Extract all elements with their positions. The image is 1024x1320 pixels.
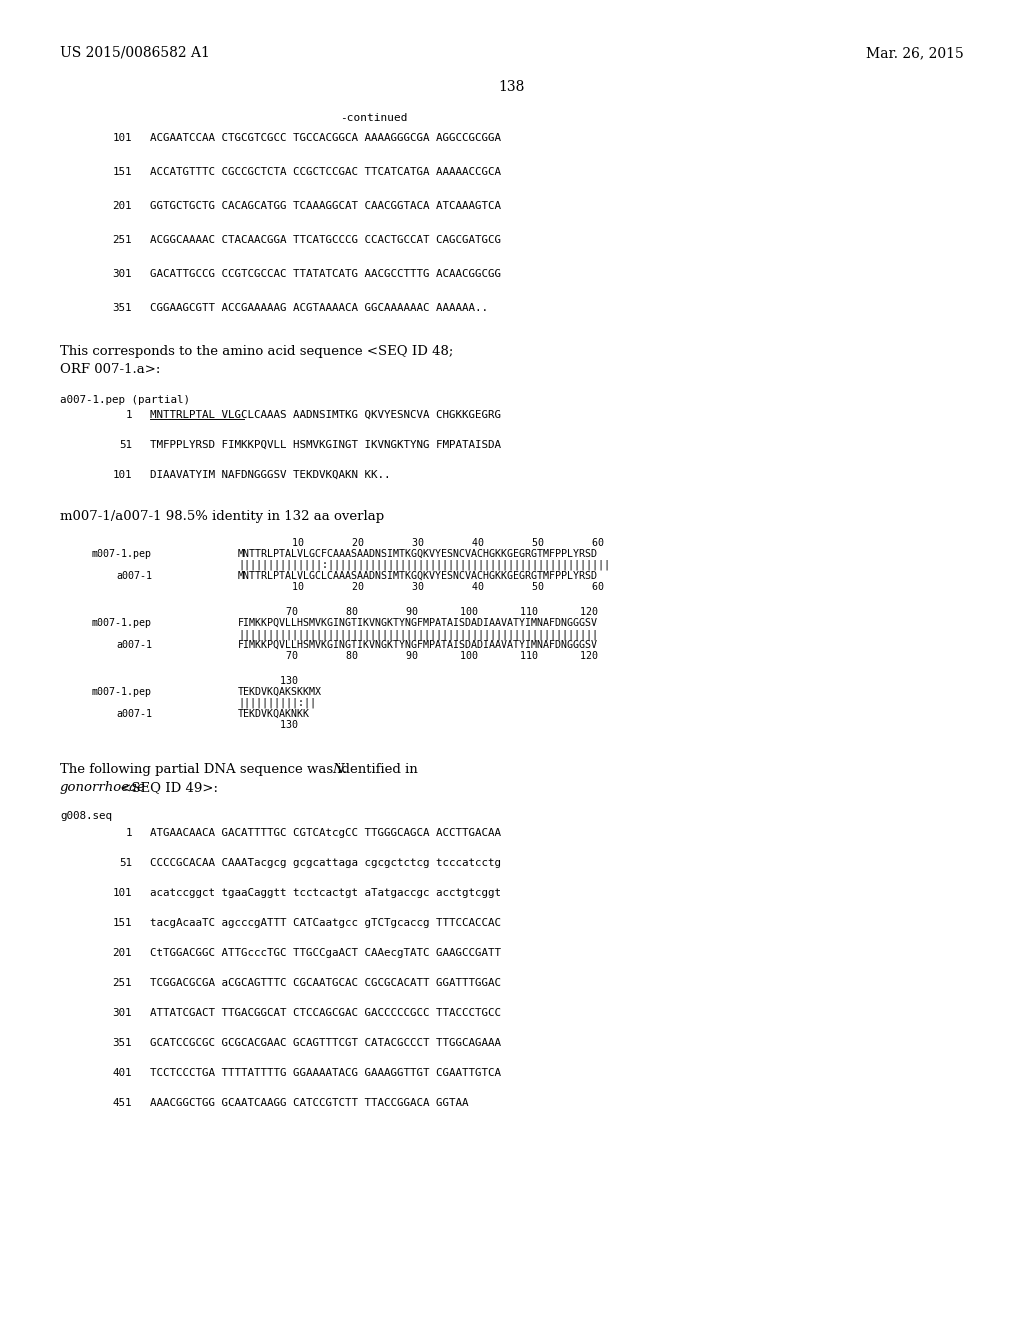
- Text: 70        80        90       100       110       120: 70 80 90 100 110 120: [238, 651, 598, 661]
- Text: 351: 351: [113, 1038, 132, 1048]
- Text: acatccggct tgaaCaggtt tcctcactgt aTatgaccgc acctgtcggt: acatccggct tgaaCaggtt tcctcactgt aTatgac…: [150, 888, 501, 898]
- Text: MNTTRLPTALVLGCLCAAASAADNSIMTKGQKVYESNCVACHGKKGEGRGTMFPPLYRSD: MNTTRLPTALVLGCLCAAASAADNSIMTKGQKVYESNCVA…: [238, 572, 598, 581]
- Text: ATTATCGACT TTGACGGCAT CTCCAGCGAC GACCCCCGCC TTACCCTGCC: ATTATCGACT TTGACGGCAT CTCCAGCGAC GACCCCC…: [150, 1008, 501, 1018]
- Text: 1: 1: [126, 411, 132, 420]
- Text: gonorrhoeae: gonorrhoeae: [60, 781, 145, 795]
- Text: a007-1: a007-1: [116, 640, 152, 649]
- Text: 151: 151: [113, 917, 132, 928]
- Text: ATGAACAACA GACATTTTGC CGTCAtcgCC TTGGGCAGCA ACCTTGACAA: ATGAACAACA GACATTTTGC CGTCAtcgCC TTGGGCA…: [150, 828, 501, 838]
- Text: 201: 201: [113, 948, 132, 958]
- Text: FIMKKPQVLLHSMVKGINGTIKVNGKTYNGFMPATAISDADIAAVATYIMNAFDNGGGSV: FIMKKPQVLLHSMVKGINGTIKVNGKTYNGFMPATAISDA…: [238, 618, 598, 628]
- Text: ||||||||||||||:|||||||||||||||||||||||||||||||||||||||||||||||: ||||||||||||||:|||||||||||||||||||||||||…: [238, 560, 610, 570]
- Text: CCCCGCACAA CAAATacgcg gcgcattaga cgcgctctcg tcccatcctg: CCCCGCACAA CAAATacgcg gcgcattaga cgcgctc…: [150, 858, 501, 869]
- Text: 51: 51: [119, 858, 132, 869]
- Text: 51: 51: [119, 440, 132, 450]
- Text: m007-1.pep: m007-1.pep: [92, 618, 152, 628]
- Text: -continued: -continued: [340, 114, 408, 123]
- Text: N.: N.: [333, 763, 348, 776]
- Text: 101: 101: [113, 470, 132, 480]
- Text: a007-1: a007-1: [116, 572, 152, 581]
- Text: 301: 301: [113, 1008, 132, 1018]
- Text: <SEQ ID 49>:: <SEQ ID 49>:: [116, 781, 217, 795]
- Text: m007-1.pep: m007-1.pep: [92, 686, 152, 697]
- Text: 70        80        90       100       110       120: 70 80 90 100 110 120: [238, 607, 598, 616]
- Text: US 2015/0086582 A1: US 2015/0086582 A1: [60, 46, 210, 59]
- Text: 10        20        30        40        50        60: 10 20 30 40 50 60: [238, 582, 604, 591]
- Text: 201: 201: [113, 201, 132, 211]
- Text: 101: 101: [113, 888, 132, 898]
- Text: The following partial DNA sequence was identified in: The following partial DNA sequence was i…: [60, 763, 426, 776]
- Text: 401: 401: [113, 1068, 132, 1078]
- Text: 251: 251: [113, 978, 132, 987]
- Text: MNTTRLPTALVLGCFCAAASAADNSIMTKGQKVYESNCVACHGKKGEGRGTMFPPLYRSD: MNTTRLPTALVLGCFCAAASAADNSIMTKGQKVYESNCVA…: [238, 549, 598, 558]
- Text: GGTGCTGCTG CACAGCATGG TCAAAGGCAT CAACGGTACA ATCAAAGTCA: GGTGCTGCTG CACAGCATGG TCAAAGGCAT CAACGGT…: [150, 201, 501, 211]
- Text: ACCATGTTTC CGCCGCTCTA CCGCTCCGAC TTCATCATGA AAAAACCGCA: ACCATGTTTC CGCCGCTCTA CCGCTCCGAC TTCATCA…: [150, 168, 501, 177]
- Text: ACGAATCCAA CTGCGTCGCC TGCCACGGCA AAAAGGGCGA AGGCCGCGGA: ACGAATCCAA CTGCGTCGCC TGCCACGGCA AAAAGGG…: [150, 133, 501, 143]
- Text: GCATCCGCGC GCGCACGAAC GCAGTTTCGT CATACGCCCT TTGGCAGAAA: GCATCCGCGC GCGCACGAAC GCAGTTTCGT CATACGC…: [150, 1038, 501, 1048]
- Text: 130: 130: [238, 676, 298, 686]
- Text: 251: 251: [113, 235, 132, 246]
- Text: ORF 007-1.a>:: ORF 007-1.a>:: [60, 363, 161, 376]
- Text: TMFPPLYRSD FIMKKPQVLL HSMVKGINGT IKVNGKTYNG FMPATAISDA: TMFPPLYRSD FIMKKPQVLL HSMVKGINGT IKVNGKT…: [150, 440, 501, 450]
- Text: TCCTCCCTGA TTTTATTTTG GGAAAATACG GAAAGGTTGT CGAATTGTCA: TCCTCCCTGA TTTTATTTTG GGAAAATACG GAAAGGT…: [150, 1068, 501, 1078]
- Text: This corresponds to the amino acid sequence <SEQ ID 48;: This corresponds to the amino acid seque…: [60, 345, 454, 358]
- Text: CtTGGACGGC ATTGcccTGC TTGCCgaACT CAAecgTATC GAAGCCGATT: CtTGGACGGC ATTGcccTGC TTGCCgaACT CAAecgT…: [150, 948, 501, 958]
- Text: 301: 301: [113, 269, 132, 279]
- Text: FIMKKPQVLLHSMVKGINGTIKVNGKTYNGFMPATAISDADIAAVATYIMNAFDNGGGSV: FIMKKPQVLLHSMVKGINGTIKVNGKTYNGFMPATAISDA…: [238, 640, 598, 649]
- Text: a007-1: a007-1: [116, 709, 152, 719]
- Text: CGGAAGCGTT ACCGAAAAAG ACGTAAAACA GGCAAAAAAC AAAAAA..: CGGAAGCGTT ACCGAAAAAG ACGTAAAACA GGCAAAA…: [150, 304, 488, 313]
- Text: TEKDVKQAKNKK: TEKDVKQAKNKK: [238, 709, 310, 719]
- Text: TCGGACGCGA aCGCAGTTTC CGCAATGCAC CGCGCACATT GGATTTGGAC: TCGGACGCGA aCGCAGTTTC CGCAATGCAC CGCGCAC…: [150, 978, 501, 987]
- Text: 1: 1: [126, 828, 132, 838]
- Text: GACATTGCCG CCGTCGCCAC TTATATCATG AACGCCTTTG ACAACGGCGG: GACATTGCCG CCGTCGCCAC TTATATCATG AACGCCT…: [150, 269, 501, 279]
- Text: m007-1.pep: m007-1.pep: [92, 549, 152, 558]
- Text: 130: 130: [238, 719, 298, 730]
- Text: a007-1.pep (partial): a007-1.pep (partial): [60, 395, 190, 405]
- Text: m007-1/a007-1 98.5% identity in 132 aa overlap: m007-1/a007-1 98.5% identity in 132 aa o…: [60, 510, 384, 523]
- Text: 351: 351: [113, 304, 132, 313]
- Text: Mar. 26, 2015: Mar. 26, 2015: [866, 46, 964, 59]
- Text: ACGGCAAAAC CTACAACGGA TTCATGCCCG CCACTGCCAT CAGCGATGCG: ACGGCAAAAC CTACAACGGA TTCATGCCCG CCACTGC…: [150, 235, 501, 246]
- Text: 138: 138: [499, 81, 525, 94]
- Text: TEKDVKQAKSKKMX: TEKDVKQAKSKKMX: [238, 686, 322, 697]
- Text: ||||||||||||||||||||||||||||||||||||||||||||||||||||||||||||: ||||||||||||||||||||||||||||||||||||||||…: [238, 630, 598, 639]
- Text: AAACGGCTGG GCAATCAAGG CATCCGTCTT TTACCGGACA GGTAA: AAACGGCTGG GCAATCAAGG CATCCGTCTT TTACCGG…: [150, 1098, 469, 1107]
- Text: 101: 101: [113, 133, 132, 143]
- Text: 451: 451: [113, 1098, 132, 1107]
- Text: 10        20        30        40        50        60: 10 20 30 40 50 60: [238, 539, 604, 548]
- Text: 151: 151: [113, 168, 132, 177]
- Text: DIAAVATYIM NAFDNGGGSV TEKDVKQAKN KK..: DIAAVATYIM NAFDNGGGSV TEKDVKQAKN KK..: [150, 470, 390, 480]
- Text: tacgAcaaTC agcccgATTT CATCaatgcc gTCTgcaccg TTTCCACCAC: tacgAcaaTC agcccgATTT CATCaatgcc gTCTgca…: [150, 917, 501, 928]
- Text: ||||||||||:||: ||||||||||:||: [238, 698, 316, 709]
- Text: g008.seq: g008.seq: [60, 810, 112, 821]
- Text: MNTTRLPTAL VLGCLCAAAS AADNSIMTKG QKVYESNCVA CHGKKGEGRG: MNTTRLPTAL VLGCLCAAAS AADNSIMTKG QKVYESN…: [150, 411, 501, 420]
